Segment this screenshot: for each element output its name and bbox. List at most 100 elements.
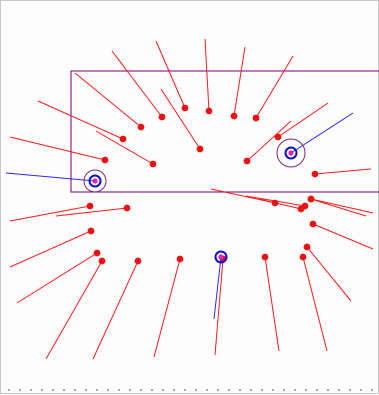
red-ray-line <box>55 207 128 217</box>
red-ray-line <box>111 50 163 118</box>
highlight-circle <box>83 169 107 193</box>
red-ray-line <box>246 120 292 162</box>
ruler-dot <box>327 389 329 391</box>
red-ray-line <box>255 55 294 119</box>
red-dot-marker <box>158 113 166 121</box>
red-ray-line <box>210 188 276 204</box>
red-dot-marker <box>271 199 279 207</box>
ruler-dot <box>19 389 21 391</box>
red-ray-line <box>264 256 280 352</box>
red-dot-marker <box>149 160 157 168</box>
ruler-dot <box>74 389 76 391</box>
magenta-dot-marker <box>288 150 294 156</box>
red-ray-line <box>95 130 154 165</box>
red-ray-line <box>9 205 91 222</box>
red-dot-marker <box>309 220 317 228</box>
red-dot-marker <box>311 170 319 178</box>
red-ray-line <box>155 40 186 109</box>
ruler-dot <box>261 389 263 391</box>
red-ray-line <box>214 258 224 356</box>
red-ray-line <box>302 256 328 352</box>
blue-ray-line <box>290 112 354 154</box>
red-dot-marker <box>274 133 282 141</box>
ruler-dot <box>184 389 186 391</box>
ruler-dot <box>129 389 131 391</box>
ruler-dot <box>85 389 87 391</box>
red-ray-line <box>312 223 374 250</box>
ruler-dot <box>52 389 54 391</box>
ruler-dot <box>283 389 285 391</box>
blue-ring-marker <box>214 250 228 264</box>
ruler-dot <box>217 389 219 391</box>
ruler-dot <box>8 389 10 391</box>
magenta-dot-marker <box>92 178 98 184</box>
red-ray-line <box>314 168 372 175</box>
red-dot-marker <box>101 156 109 164</box>
ruler-dot <box>206 389 208 391</box>
ruler-dot <box>349 389 351 391</box>
ruler-dot <box>338 389 340 391</box>
blue-ring-marker <box>284 146 298 160</box>
red-dot-marker <box>196 145 204 153</box>
ruler-dot <box>173 389 175 391</box>
red-dot-marker <box>134 257 142 265</box>
ruler-dot <box>228 389 230 391</box>
ruler-dot <box>41 389 43 391</box>
red-dot-marker <box>261 253 269 261</box>
red-dot-marker <box>303 243 311 251</box>
ruler-dot <box>316 389 318 391</box>
red-dot-marker <box>137 123 145 131</box>
red-dot-marker <box>86 202 94 210</box>
ruler-dot <box>63 389 65 391</box>
red-dot-marker <box>243 157 251 165</box>
red-ray-line <box>16 252 98 304</box>
ruler-dot <box>107 389 109 391</box>
red-dot-marker <box>93 249 101 257</box>
ruler-dot <box>195 389 197 391</box>
red-ray-line <box>160 88 201 150</box>
red-dot-marker <box>205 107 213 115</box>
ruler-dot <box>272 389 274 391</box>
boundary-rectangle <box>70 70 379 193</box>
blue-ray-line <box>213 256 222 320</box>
ruler-dot <box>371 389 373 391</box>
ruler-dot <box>30 389 32 391</box>
ruler-dot <box>140 389 142 391</box>
ruler-dot <box>239 389 241 391</box>
ruler-dot <box>305 389 307 391</box>
red-ray-line <box>9 136 106 161</box>
red-dot-marker <box>181 104 189 112</box>
red-ray-line <box>9 230 92 268</box>
ruler-dot <box>96 389 98 391</box>
red-dot-marker <box>98 257 106 265</box>
ruler-dot <box>360 389 362 391</box>
highlight-circle <box>276 138 306 168</box>
ruler-dot <box>118 389 120 391</box>
magenta-dot-marker <box>218 254 224 260</box>
blue-ray-line <box>5 172 96 182</box>
red-dot-marker <box>123 204 131 212</box>
ruler-dot <box>162 389 164 391</box>
red-dot-marker <box>230 112 238 120</box>
red-ray-line <box>310 198 374 214</box>
ruler-dot <box>151 389 153 391</box>
red-dot-marker <box>299 253 307 261</box>
red-ray-line <box>74 72 142 128</box>
ruler-dot <box>294 389 296 391</box>
red-dot-marker <box>252 114 260 122</box>
red-ray-line <box>153 258 181 358</box>
red-dot-marker <box>176 255 184 263</box>
red-dot-marker <box>87 227 95 235</box>
red-ray-line <box>92 260 139 360</box>
red-dot-marker <box>307 195 315 203</box>
red-ray-line <box>277 102 329 138</box>
red-ray-line <box>204 38 210 112</box>
ruler-dot <box>250 389 252 391</box>
red-ray-line <box>233 46 246 117</box>
red-ray-line <box>310 198 367 217</box>
red-ray-line <box>45 260 103 360</box>
red-ray-line <box>306 246 352 302</box>
blue-ring-marker <box>88 174 102 188</box>
